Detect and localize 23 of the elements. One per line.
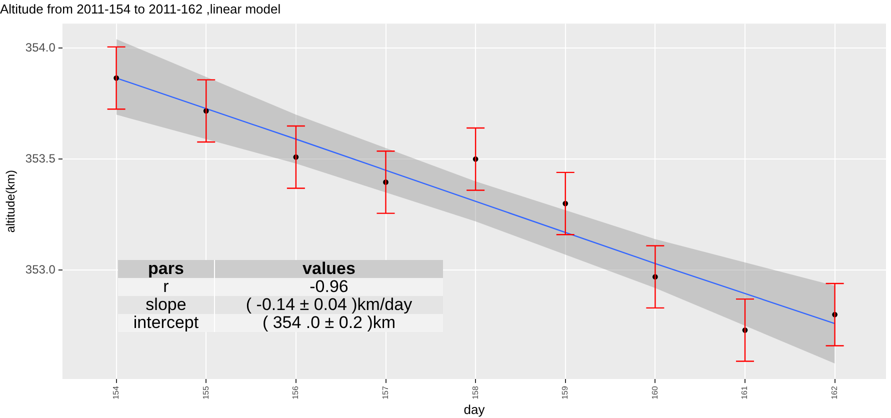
y-axis-title: altitude(km)	[4, 170, 18, 233]
annotation: ( -0.14 ± 0.04 )km/day	[244, 295, 414, 314]
y-tick-label: 354.0	[25, 40, 56, 54]
annotation: pars	[118, 259, 214, 278]
y-tick-label: 353.5	[25, 151, 56, 166]
annotation: intercept	[118, 313, 214, 332]
y-tick-label: 353.0	[25, 262, 56, 277]
annotation: values	[302, 259, 356, 278]
x-tick-label: 160	[650, 386, 660, 400]
x-tick-label: 161	[740, 386, 750, 400]
annotation: ( 354 .0 ± 0.2 )km	[261, 313, 396, 332]
x-tick-label: 158	[470, 386, 480, 400]
annotation: r	[118, 277, 214, 296]
x-tick-label: 162	[830, 386, 840, 400]
x-tick-label: 156	[291, 386, 300, 400]
x-tick-label: 159	[560, 386, 570, 400]
chart-title: Altitude from 2011-154 to 2011-162 ,linear model	[0, 1, 281, 16]
x-tick-label: 157	[380, 386, 390, 400]
x-tick-label: 154	[112, 386, 121, 400]
annotation: -0.96	[308, 277, 350, 296]
x-axis-title: day	[464, 402, 486, 417]
annotation: slope	[118, 295, 214, 314]
x-tick-label: 155	[201, 386, 210, 400]
